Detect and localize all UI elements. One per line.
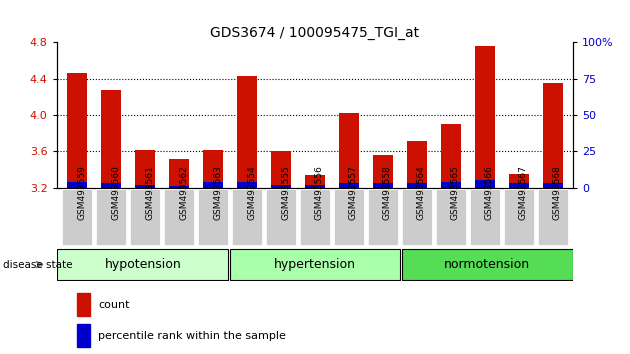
FancyBboxPatch shape bbox=[402, 249, 573, 280]
Bar bbox=[67, 73, 88, 188]
FancyBboxPatch shape bbox=[229, 249, 401, 280]
FancyBboxPatch shape bbox=[266, 189, 296, 245]
Bar bbox=[441, 182, 461, 188]
Text: count: count bbox=[98, 300, 130, 310]
Bar bbox=[407, 183, 427, 188]
Bar bbox=[339, 113, 359, 188]
Bar bbox=[67, 182, 88, 188]
Bar bbox=[77, 293, 90, 316]
Text: GSM493558: GSM493558 bbox=[383, 165, 392, 220]
Text: GSM493568: GSM493568 bbox=[553, 165, 562, 220]
FancyBboxPatch shape bbox=[402, 189, 432, 245]
Bar bbox=[237, 182, 257, 188]
Text: GSM493563: GSM493563 bbox=[213, 165, 222, 220]
FancyBboxPatch shape bbox=[57, 249, 228, 280]
Bar bbox=[203, 150, 223, 188]
FancyBboxPatch shape bbox=[96, 189, 127, 245]
FancyBboxPatch shape bbox=[537, 189, 568, 245]
FancyBboxPatch shape bbox=[198, 189, 228, 245]
Bar bbox=[77, 324, 90, 347]
Bar bbox=[101, 183, 121, 188]
Bar bbox=[509, 174, 529, 188]
Text: GSM493555: GSM493555 bbox=[281, 165, 290, 220]
Bar bbox=[441, 124, 461, 188]
Bar bbox=[271, 152, 291, 188]
Bar bbox=[542, 183, 563, 188]
Bar bbox=[373, 155, 393, 188]
FancyBboxPatch shape bbox=[130, 189, 161, 245]
FancyBboxPatch shape bbox=[300, 189, 330, 245]
Bar bbox=[407, 141, 427, 188]
Bar bbox=[475, 181, 495, 188]
Bar bbox=[203, 182, 223, 188]
Text: GSM493556: GSM493556 bbox=[315, 165, 324, 220]
Text: GSM493554: GSM493554 bbox=[247, 165, 256, 220]
Bar bbox=[237, 76, 257, 188]
Bar bbox=[271, 185, 291, 188]
FancyBboxPatch shape bbox=[436, 189, 466, 245]
Bar bbox=[169, 186, 189, 188]
Text: GSM493559: GSM493559 bbox=[77, 165, 86, 220]
Bar bbox=[135, 150, 155, 188]
FancyBboxPatch shape bbox=[232, 189, 262, 245]
Text: GSM493567: GSM493567 bbox=[519, 165, 528, 220]
FancyBboxPatch shape bbox=[503, 189, 534, 245]
Text: disease state: disease state bbox=[3, 259, 72, 270]
Text: GSM493566: GSM493566 bbox=[485, 165, 494, 220]
Bar bbox=[475, 46, 495, 188]
Text: GSM493560: GSM493560 bbox=[111, 165, 120, 220]
FancyBboxPatch shape bbox=[62, 189, 93, 245]
FancyBboxPatch shape bbox=[164, 189, 194, 245]
Bar bbox=[169, 159, 189, 188]
Text: hypotension: hypotension bbox=[105, 258, 181, 271]
Text: GSM493561: GSM493561 bbox=[145, 165, 154, 220]
Bar bbox=[305, 185, 325, 188]
FancyBboxPatch shape bbox=[368, 189, 398, 245]
Bar bbox=[542, 83, 563, 188]
Text: GSM493564: GSM493564 bbox=[417, 165, 426, 220]
Bar bbox=[101, 90, 121, 188]
Bar bbox=[373, 183, 393, 188]
Text: normotension: normotension bbox=[444, 258, 530, 271]
FancyBboxPatch shape bbox=[469, 189, 500, 245]
Bar bbox=[509, 183, 529, 188]
Text: GSM493557: GSM493557 bbox=[349, 165, 358, 220]
Bar bbox=[305, 175, 325, 188]
Text: GSM493562: GSM493562 bbox=[179, 165, 188, 220]
Title: GDS3674 / 100095475_TGI_at: GDS3674 / 100095475_TGI_at bbox=[210, 26, 420, 40]
Text: percentile rank within the sample: percentile rank within the sample bbox=[98, 331, 286, 341]
FancyBboxPatch shape bbox=[334, 189, 364, 245]
Bar bbox=[135, 185, 155, 188]
Bar bbox=[339, 183, 359, 188]
Text: hypertension: hypertension bbox=[274, 258, 356, 271]
Text: GSM493565: GSM493565 bbox=[451, 165, 460, 220]
